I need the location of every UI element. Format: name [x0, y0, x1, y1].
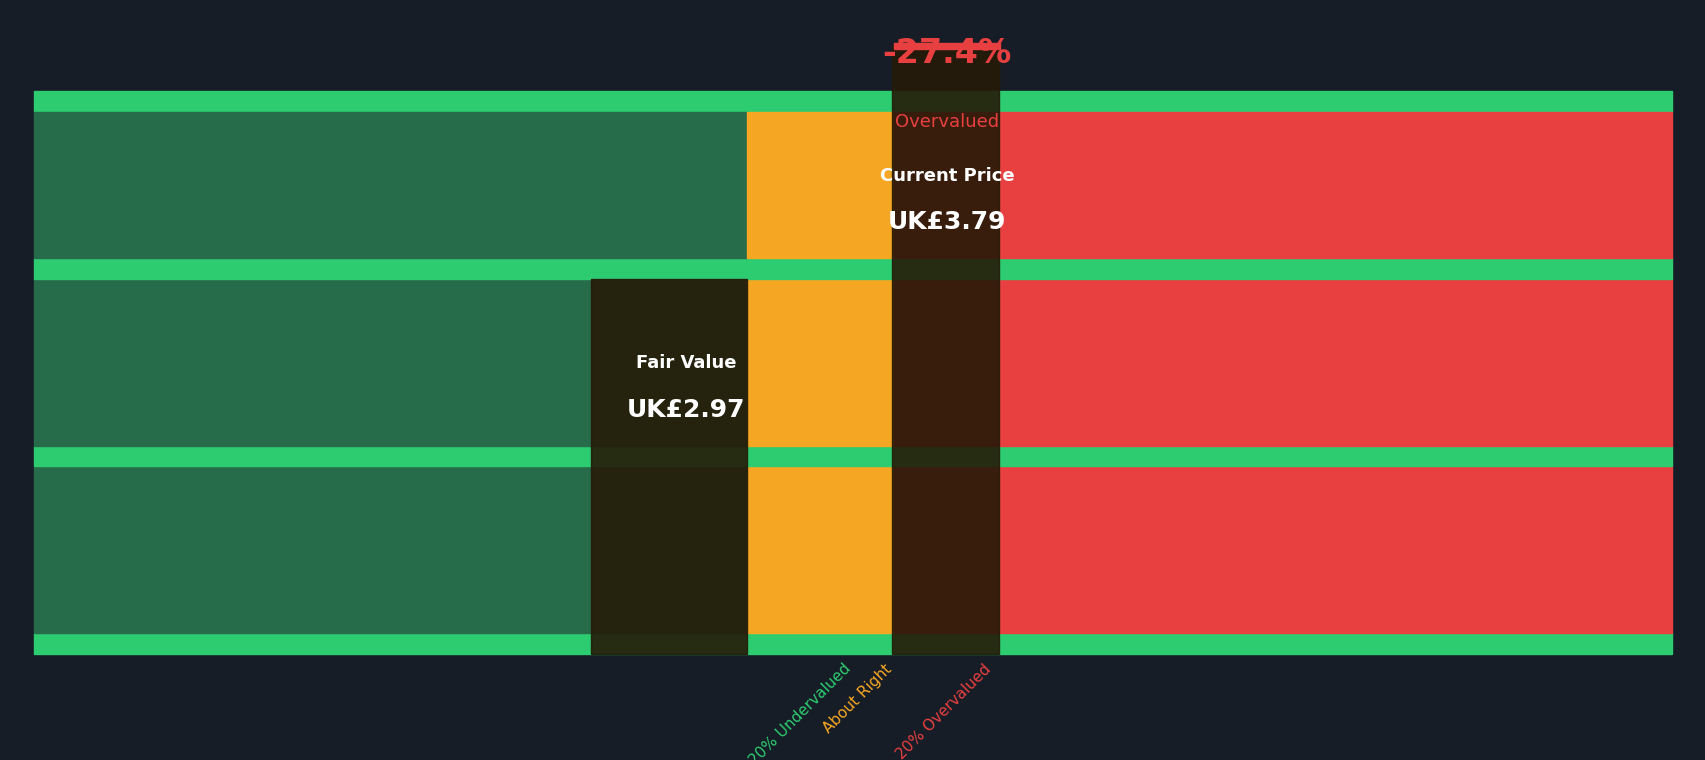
- Text: -27.4%: -27.4%: [881, 36, 1011, 70]
- Bar: [34, 112, 747, 258]
- Bar: [34, 445, 1671, 466]
- Bar: [893, 279, 1671, 445]
- Bar: [34, 91, 1671, 112]
- Text: UK£3.79: UK£3.79: [887, 211, 1006, 234]
- Text: Overvalued: Overvalued: [895, 112, 999, 131]
- Text: 20% Overvalued: 20% Overvalued: [893, 661, 994, 760]
- Text: About Right: About Right: [820, 661, 893, 736]
- Text: Fair Value: Fair Value: [636, 354, 735, 372]
- Bar: [893, 112, 1671, 258]
- Bar: [590, 279, 747, 654]
- Text: UK£2.97: UK£2.97: [626, 398, 745, 422]
- Bar: [747, 112, 893, 258]
- Bar: [893, 466, 1671, 633]
- Text: Current Price: Current Price: [880, 166, 1014, 185]
- Bar: [747, 279, 893, 445]
- Bar: [34, 633, 1671, 654]
- Bar: [892, 46, 997, 654]
- Bar: [34, 279, 747, 445]
- Bar: [34, 258, 1671, 279]
- Text: 20% Undervalued: 20% Undervalued: [747, 661, 852, 760]
- Bar: [747, 466, 893, 633]
- Bar: [34, 466, 747, 633]
- Bar: [893, 43, 999, 49]
